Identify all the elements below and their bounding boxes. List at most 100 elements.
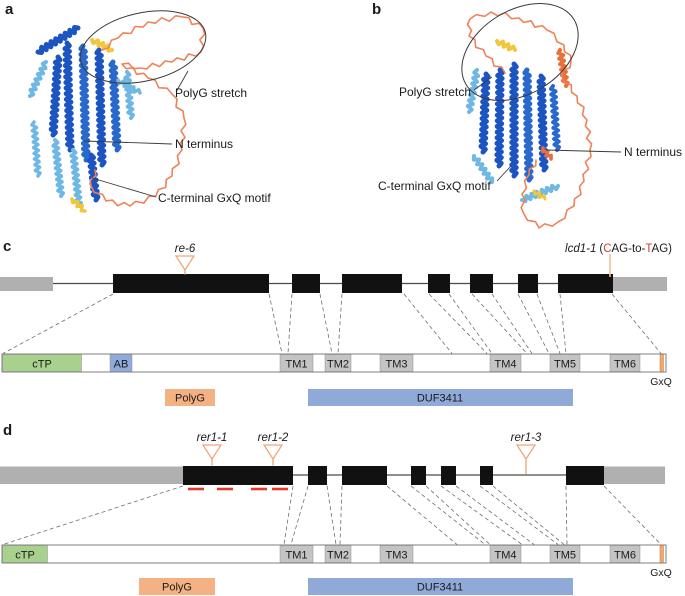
re-6-mutation-marker: re-6 bbox=[175, 243, 196, 275]
mapping-dashed-line bbox=[386, 485, 458, 545]
n-terminus-label-b: N terminus bbox=[624, 145, 682, 159]
polyg-stretch-ellipse-b bbox=[461, 3, 579, 101]
exon bbox=[411, 466, 426, 485]
helix-ribbon bbox=[69, 148, 83, 208]
helix-ribbon bbox=[522, 67, 534, 183]
mapping-dashed-line bbox=[326, 485, 337, 545]
helix-ribbon bbox=[471, 154, 495, 184]
mapping-dashed-line bbox=[440, 485, 523, 545]
helix-ribbon bbox=[536, 73, 549, 173]
tm1-label-c: TM1 bbox=[286, 359, 308, 371]
rer1-1-mutation-marker: rer1-1 bbox=[197, 432, 227, 466]
helix-ribbon bbox=[509, 61, 519, 179]
helix-ribbon bbox=[51, 138, 65, 198]
mapping-dashed-line bbox=[2, 485, 184, 545]
lcd1-1-mutation-label: lcd1-1 (CAG-to-TAG) bbox=[565, 243, 672, 255]
disordered-loop bbox=[89, 15, 206, 207]
gxq-motif-label-b: C-terminal GxQ motif bbox=[378, 179, 491, 193]
exon bbox=[441, 466, 456, 485]
protein-structure-a-helices bbox=[28, 25, 142, 213]
mapping-dashed-line bbox=[410, 485, 486, 545]
mapping-dashed-line bbox=[492, 485, 565, 545]
helix-ribbon bbox=[532, 189, 547, 201]
helix-ribbon bbox=[465, 68, 481, 114]
mapping-dashed-line bbox=[283, 485, 294, 545]
ctp-label-d: cTP bbox=[15, 550, 35, 562]
rer1-3-mutation-marker: rer1-3 bbox=[511, 432, 542, 474]
tm1-domain-c bbox=[279, 354, 314, 372]
tm6-domain-c bbox=[609, 354, 641, 372]
tm4-label-c: TM4 bbox=[495, 359, 517, 371]
ab-domain-c bbox=[109, 354, 133, 372]
helix-ribbon bbox=[48, 54, 63, 138]
tm1-label-d: TM1 bbox=[286, 550, 308, 562]
helix-ribbon bbox=[62, 40, 75, 153]
mapping-dashed-line bbox=[603, 485, 662, 545]
helix-ribbon bbox=[116, 78, 142, 95]
panel-a: a PolyG stretch N terminus C-terminal Gx… bbox=[5, 1, 271, 213]
polyg-region-box-d bbox=[139, 578, 215, 595]
rer1-3-mutation-label: rer1-3 bbox=[511, 432, 542, 444]
tm1-domain-d bbox=[279, 545, 314, 563]
protein-domain-bar-d: cTP TM1 TM2 TM3 TM4 TM5 TM6 GxQ bbox=[1, 544, 672, 579]
exon bbox=[292, 274, 320, 293]
exon-to-protein-mapping-lines-d bbox=[2, 485, 662, 545]
helix-ribbon bbox=[78, 43, 91, 163]
mapping-dashed-line bbox=[2, 293, 114, 354]
mapping-dashed-line bbox=[403, 293, 453, 354]
utr-3prime-d bbox=[604, 466, 665, 484]
gxq-motif-label-a: C-terminal GxQ motif bbox=[158, 191, 271, 205]
gxq-motif-mark-c bbox=[659, 354, 664, 372]
exon bbox=[558, 274, 613, 293]
mapping-dashed-line bbox=[425, 485, 491, 545]
panel-a-letter: a bbox=[5, 1, 14, 18]
helix-ribbon bbox=[28, 60, 48, 98]
helix-ribbon bbox=[494, 67, 505, 169]
polyg-region-label-c: PolyG bbox=[175, 393, 205, 405]
mapping-dashed-line bbox=[337, 293, 343, 354]
rer1-2-marker-triangle bbox=[262, 444, 284, 461]
mapping-dashed-line bbox=[559, 293, 567, 354]
helix-ribbon bbox=[541, 146, 553, 161]
polyg-stretch-label-a: PolyG stretch bbox=[175, 86, 247, 100]
exon bbox=[428, 274, 450, 293]
helix-ribbon bbox=[495, 39, 517, 52]
polyg-connector-line-b bbox=[473, 76, 493, 91]
panel-d: d rer1-1 rer1-2 bbox=[0, 422, 672, 595]
mapping-dashed-line bbox=[517, 293, 550, 354]
duf3411-region-box-d bbox=[308, 578, 573, 595]
exon bbox=[480, 466, 493, 485]
exon bbox=[342, 466, 387, 485]
exon bbox=[470, 274, 493, 293]
panel-d-letter: d bbox=[3, 422, 12, 439]
mapping-dashed-line bbox=[479, 485, 559, 545]
ctp-domain-c bbox=[2, 354, 82, 372]
mapping-dashed-line bbox=[428, 293, 488, 354]
helix-ribbon bbox=[108, 59, 122, 153]
polyg-connector-line-a bbox=[175, 70, 189, 93]
tm4-domain-c bbox=[489, 354, 522, 372]
mapping-dashed-line bbox=[611, 293, 662, 354]
tm4-domain-d bbox=[489, 545, 522, 563]
mapping-dashed-line bbox=[339, 485, 343, 545]
tm2-domain-d bbox=[324, 545, 352, 563]
n-terminus-connector-line-b bbox=[545, 149, 622, 153]
n-terminus-connector-line-a bbox=[83, 140, 173, 145]
tm5-domain-c bbox=[549, 354, 581, 372]
disordered-loop bbox=[466, 11, 593, 229]
panel-c-letter: c bbox=[3, 238, 11, 255]
rer1-2-mutation-marker: rer1-2 bbox=[258, 432, 289, 466]
exon bbox=[308, 466, 327, 485]
re-6-mutation-label: re-6 bbox=[175, 243, 196, 255]
mapping-dashed-line bbox=[491, 293, 533, 354]
polyg-stretch-label-b: PolyG stretch bbox=[399, 85, 471, 99]
ab-label-c: AB bbox=[114, 359, 129, 371]
mapping-dashed-line bbox=[565, 485, 568, 545]
tm3-domain-c bbox=[379, 354, 414, 372]
gxq-label-c: GxQ bbox=[650, 376, 672, 388]
utr-5prime-d bbox=[0, 466, 183, 484]
exon-to-protein-mapping-lines-c bbox=[2, 293, 662, 354]
exon bbox=[113, 274, 269, 293]
protein-structure-b-helices bbox=[465, 39, 570, 204]
